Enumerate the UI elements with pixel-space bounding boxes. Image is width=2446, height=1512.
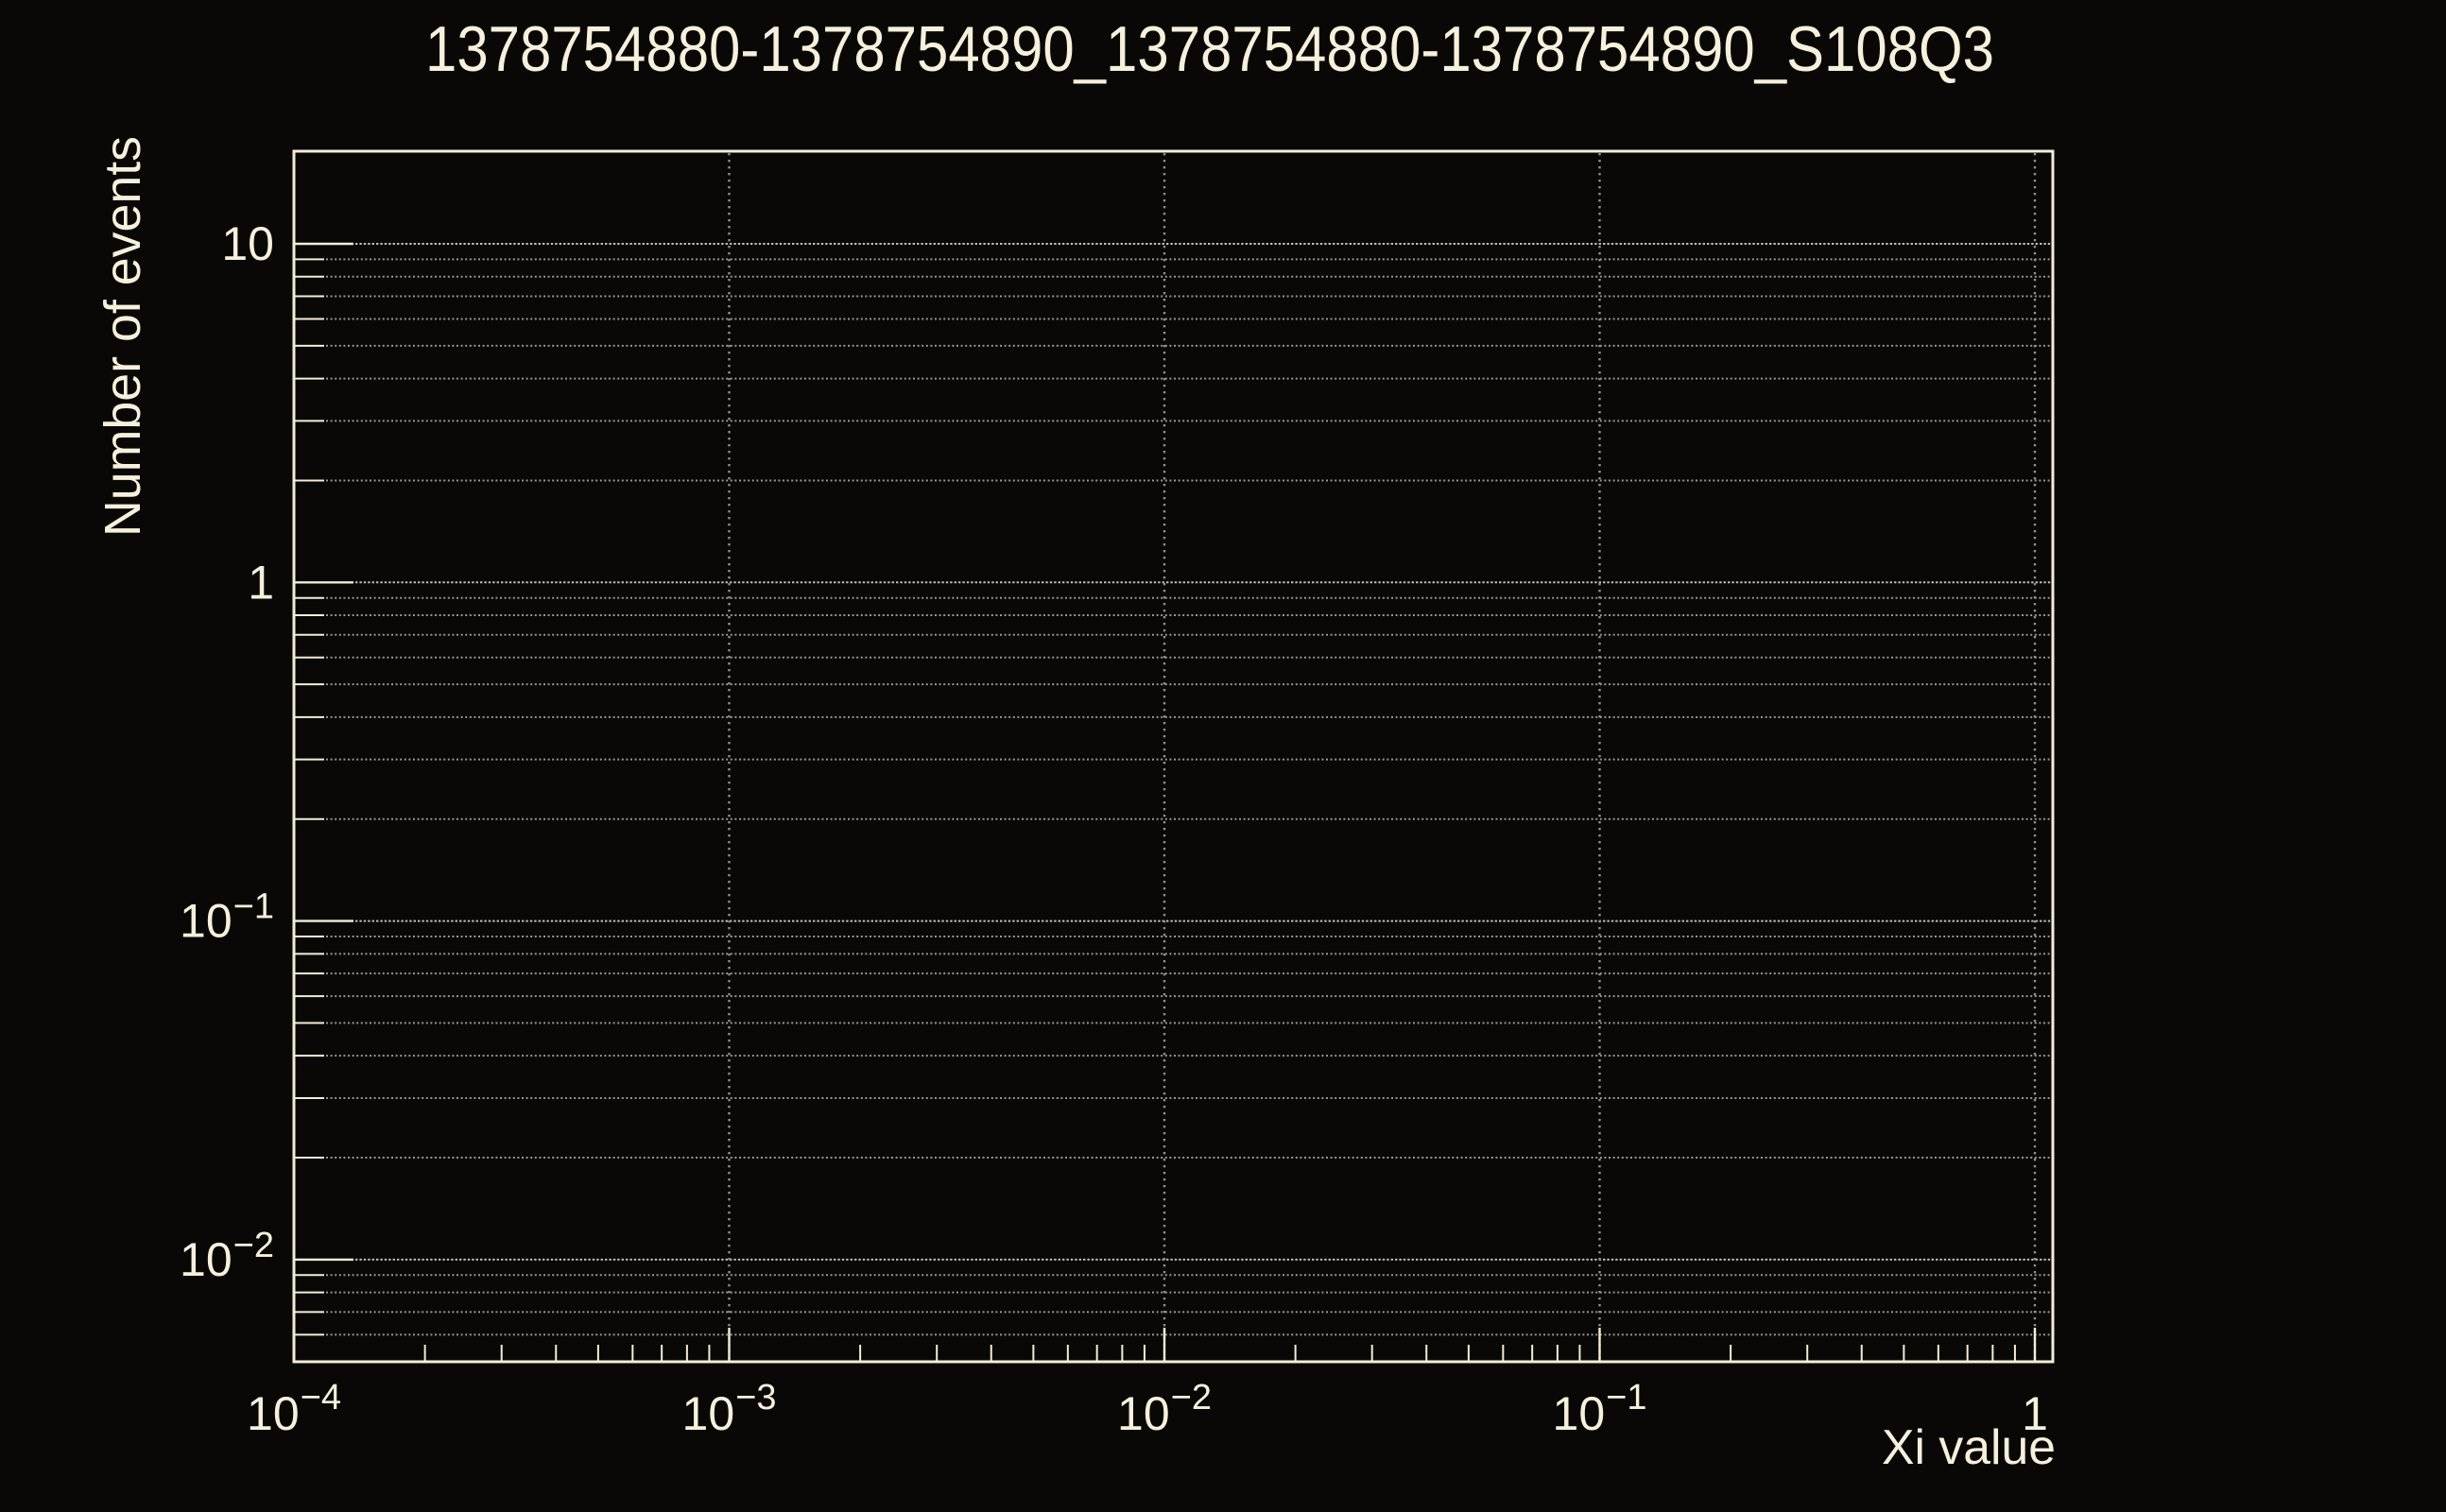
y-axis-title: Number of events <box>95 136 151 537</box>
grid-layer <box>326 153 2053 1360</box>
y-tick-label: 1 <box>248 556 274 609</box>
y-tick-label: 10 <box>221 217 274 270</box>
x-tick-label: 1 <box>2022 1387 2048 1440</box>
x-tick-label: 10−3 <box>682 1378 777 1440</box>
x-axis-title: Xi value <box>1882 1420 2056 1475</box>
x-tick-label: 10−2 <box>1117 1378 1212 1440</box>
plot-frame <box>292 149 2055 1364</box>
x-tick-label: 10−1 <box>1553 1378 1647 1440</box>
y-tick-label: 10−2 <box>180 1226 274 1286</box>
y-tick-label: 10−1 <box>180 887 274 948</box>
plot-title: 1378754880-1378754890_1378754880-1378754… <box>425 13 1994 85</box>
y-tick-labels: 10 1 10−1 10−2 <box>180 217 274 1286</box>
x-tick-label: 10−4 <box>247 1378 341 1440</box>
x-tick-labels: 10−4 10−3 10−2 10−1 1 <box>247 1378 2048 1440</box>
tick-layer <box>294 242 2037 1362</box>
